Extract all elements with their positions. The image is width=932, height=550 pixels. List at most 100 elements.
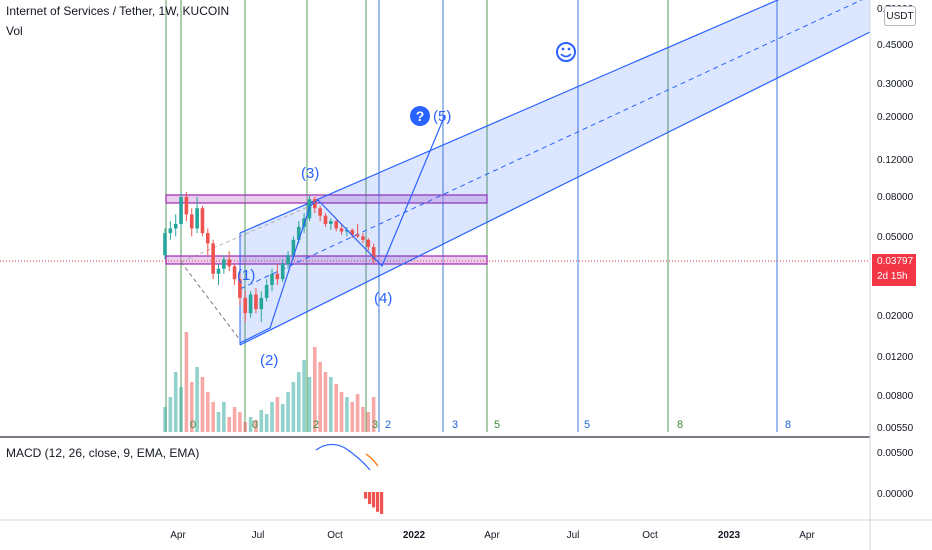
candle-body xyxy=(248,294,253,314)
time-tick-label: Apr xyxy=(170,530,186,541)
candle-body xyxy=(173,223,178,229)
macd-histogram-bar xyxy=(364,492,368,499)
wave-label-1: (1) xyxy=(237,267,255,284)
volume-bar xyxy=(222,402,226,432)
volume-bar xyxy=(216,412,221,432)
volume-bar xyxy=(173,372,178,432)
candle-body xyxy=(366,239,371,248)
candle-body xyxy=(211,243,215,274)
volume-bar xyxy=(259,410,264,432)
volume-bar xyxy=(334,384,338,432)
volume-bar xyxy=(286,392,290,432)
time-tick-label: Jul xyxy=(567,530,580,541)
price-tick-label: 0.01200 xyxy=(877,352,914,363)
volume-bar xyxy=(329,377,333,432)
time-tick-label: Jul xyxy=(252,530,265,541)
time-axis[interactable]: Apr Jul Oct 2022 Apr Jul Oct 2023 Apr xyxy=(170,530,815,541)
candle-body xyxy=(350,229,355,235)
price-tick-label: 0.08000 xyxy=(877,192,914,203)
candle-body xyxy=(270,273,274,285)
volume-label[interactable]: Vol xyxy=(6,24,23,38)
volume-bar xyxy=(345,397,349,432)
candle-body xyxy=(323,215,328,224)
volume-bar xyxy=(323,372,328,432)
elliott-wave-path xyxy=(239,114,446,344)
volume-bar xyxy=(179,387,183,432)
cycle-number-label: 0 xyxy=(190,419,196,431)
volume-bar xyxy=(184,332,189,432)
candle-body xyxy=(222,259,226,269)
volume-bar xyxy=(168,397,173,432)
trend-channel xyxy=(240,0,870,345)
volume-bar xyxy=(339,392,344,432)
price-tick-label: 0.05000 xyxy=(877,232,914,243)
price-tick-label: 0.20000 xyxy=(877,112,914,123)
wave-label-2: (2) xyxy=(260,352,278,369)
volume-bar xyxy=(211,402,215,432)
macd-histogram-bar xyxy=(376,492,380,512)
cycle-lines xyxy=(165,0,778,432)
question-mark-icon: ? xyxy=(410,106,430,126)
time-tick-label: Apr xyxy=(484,530,500,541)
candles xyxy=(163,191,376,323)
symbol-title[interactable]: Internet of Services / Tether, 1W, KUCOI… xyxy=(6,4,230,18)
macd-histogram-bar xyxy=(380,492,384,514)
volume-bar xyxy=(200,377,205,432)
macd-histogram-bar xyxy=(372,492,376,508)
candle-body xyxy=(345,229,349,232)
time-tick-label: Oct xyxy=(327,530,343,541)
volume-bar xyxy=(307,377,312,432)
candle-body xyxy=(206,233,210,244)
currency-badge[interactable]: USDT xyxy=(884,6,916,26)
price-tick-label: 0.00800 xyxy=(877,391,914,402)
price-tick-label: 0.02000 xyxy=(877,311,914,322)
candle-body xyxy=(259,297,264,310)
price-tick-label: 0.00550 xyxy=(877,423,914,434)
volume-bar xyxy=(318,362,322,432)
volume-bar xyxy=(254,420,258,432)
macd-histogram-bar xyxy=(368,492,372,505)
volume-bar xyxy=(189,382,194,432)
volume-bar xyxy=(350,402,355,432)
price-tick-label: 0.12000 xyxy=(877,155,914,166)
macd-line xyxy=(315,443,371,471)
candle-body xyxy=(334,221,338,229)
macd-label[interactable]: MACD (12, 26, close, 9, EMA, EMA) xyxy=(6,446,200,460)
volume-bar xyxy=(243,422,248,432)
cycle-number-label: 3 xyxy=(372,419,378,431)
volume-bar xyxy=(206,392,210,432)
candle-body xyxy=(339,228,344,232)
candle-body xyxy=(195,208,199,229)
macd-axis[interactable]: 0.00500 0.00000 xyxy=(877,448,914,500)
volume-bar xyxy=(270,402,274,432)
candle-body xyxy=(291,239,296,256)
volume-bar xyxy=(248,417,253,432)
volume-bar xyxy=(366,412,371,432)
svg-text:?: ? xyxy=(416,108,425,124)
volume-bar xyxy=(296,372,301,432)
wave-label-3: (3) xyxy=(301,165,319,182)
macd-histogram xyxy=(364,492,384,514)
candle-body xyxy=(168,228,173,234)
smiley-icon xyxy=(556,42,576,62)
macd-tick-label: 0.00500 xyxy=(877,448,914,459)
cycle-number-label: 8 xyxy=(785,419,791,431)
time-tick-label: 2022 xyxy=(403,530,426,541)
cycle-number-label: 2 xyxy=(313,419,319,431)
candle-body xyxy=(313,199,317,209)
candle-body xyxy=(189,214,194,229)
channel-midline xyxy=(239,0,863,290)
volume-bar xyxy=(361,407,365,432)
price-tick-label: 0.30000 xyxy=(877,79,914,90)
macd-signal-line xyxy=(365,453,379,467)
candle-body xyxy=(296,226,301,240)
candle-body xyxy=(264,284,269,298)
time-tick-label: Oct xyxy=(642,530,658,541)
price-axis[interactable]: 0.700000.450000.300000.200000.120000.080… xyxy=(877,4,914,434)
wave-label-4: (4) xyxy=(374,290,392,307)
cycle-number-label: 3 xyxy=(452,419,458,431)
price-tick-label: 0.45000 xyxy=(877,40,914,51)
candle-body xyxy=(371,247,376,260)
